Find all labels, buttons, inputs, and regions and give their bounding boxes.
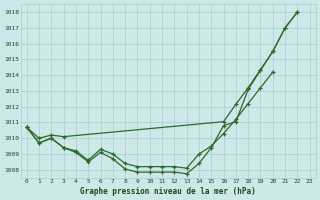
X-axis label: Graphe pression niveau de la mer (hPa): Graphe pression niveau de la mer (hPa) [80, 187, 256, 196]
